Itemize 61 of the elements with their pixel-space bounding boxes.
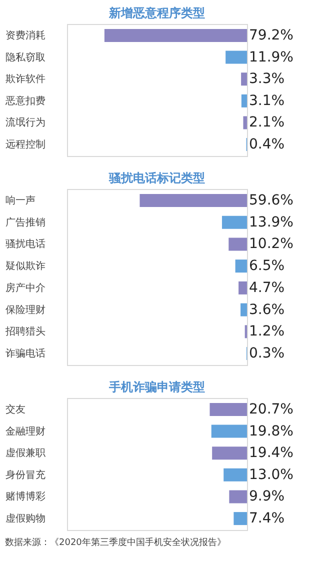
category-label: 欺诈软件	[6, 74, 46, 86]
bar	[210, 402, 247, 416]
bar	[222, 216, 247, 229]
category-label: 保险理财	[6, 304, 46, 316]
bar	[241, 94, 247, 108]
data-label: 13.0%	[249, 466, 294, 483]
bar	[241, 72, 247, 86]
data-label: 20.7%	[249, 401, 294, 418]
data-label: 9.9%	[249, 488, 285, 505]
category-label: 赌博博彩	[6, 492, 46, 503]
data-label: 0.4%	[249, 136, 285, 153]
category-label: 隐私窃取	[6, 52, 46, 64]
category-label: 虚假兼职	[6, 448, 46, 460]
data-label: 3.1%	[249, 92, 285, 109]
bar	[235, 260, 247, 273]
bar	[240, 303, 247, 316]
category-label: 金融理财	[6, 426, 46, 438]
data-label: 11.9%	[249, 49, 294, 66]
bar	[212, 446, 247, 460]
category-label: 疑似欺诈	[6, 261, 46, 272]
data-label: 3.6%	[249, 302, 285, 318]
bar	[228, 238, 247, 251]
category-label: 广告推销	[6, 217, 46, 228]
data-label: 4.7%	[249, 280, 285, 296]
category-label: 响一声	[6, 195, 36, 206]
bar	[211, 424, 247, 438]
category-label: 资费消耗	[6, 30, 46, 42]
data-label: 1.2%	[249, 324, 285, 340]
category-label: 房产中介	[6, 282, 46, 294]
data-label: 13.9%	[249, 214, 294, 230]
category-label: 恶意扣费	[6, 96, 46, 107]
chart-title: 新增恶意程序类型	[108, 6, 205, 20]
category-label: 虚假购物	[6, 514, 46, 525]
category-label: 远程控制	[6, 140, 46, 151]
data-label: 3.3%	[249, 71, 285, 88]
chart-title: 手机诈骗申请类型	[108, 380, 205, 394]
data-label: 79.2%	[249, 27, 294, 44]
category-label: 流氓行为	[6, 118, 46, 129]
data-label: 2.1%	[249, 114, 285, 131]
category-label: 身份冒充	[6, 470, 46, 481]
bar	[243, 116, 247, 130]
data-label: 59.6%	[249, 192, 294, 208]
bar	[226, 50, 247, 64]
data-label: 19.4%	[249, 445, 294, 462]
bar	[104, 28, 247, 42]
category-label: 招聘猎头	[6, 326, 46, 338]
bar	[234, 512, 247, 526]
data-label: 6.5%	[249, 258, 285, 274]
category-label: 诈骗电话	[6, 348, 46, 360]
bar	[224, 468, 247, 482]
bar	[229, 490, 247, 504]
category-label: 骚扰电话	[6, 239, 46, 250]
data-label: 19.8%	[249, 423, 294, 440]
category-label: 交友	[6, 404, 26, 416]
bar	[140, 194, 247, 207]
data-label: 0.3%	[249, 346, 285, 362]
source-note: 数据来源：《2020年第三季度中国手机安全状况报告》	[5, 537, 226, 548]
data-label: 7.4%	[249, 510, 285, 527]
bar	[238, 281, 247, 294]
chart-title: 骚扰电话标记类型	[108, 171, 205, 185]
data-label: 10.2%	[249, 236, 294, 252]
